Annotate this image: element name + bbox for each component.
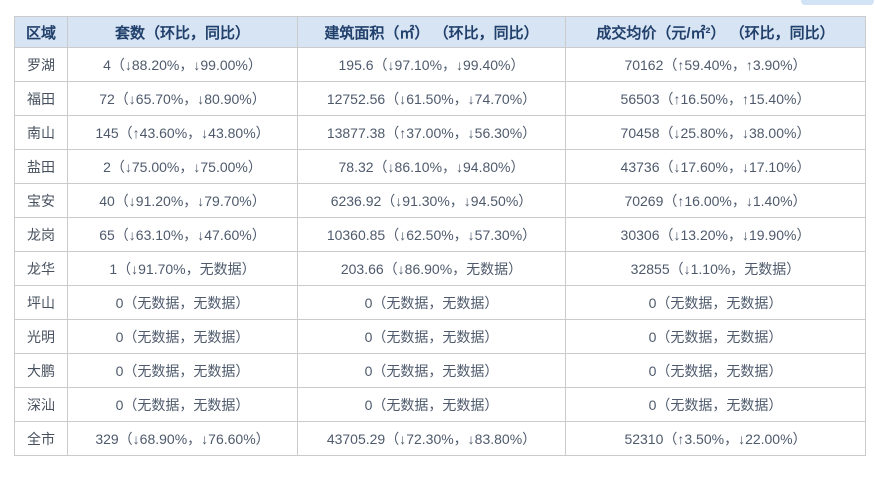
table-row: 盐田 2（↓75.00%，↓75.00%） 78.32（↓86.10%，↓94.80…: [14, 149, 866, 184]
table-row: 坪山 0（无数据，无数据） 0（无数据，无数据） 0（无数据，无数据）: [14, 285, 866, 320]
table-row: 光明 0（无数据，无数据） 0（无数据，无数据） 0（无数据，无数据）: [14, 319, 866, 354]
table-row: 龙岗 65（↓63.10%，↓47.60%） 10360.85（↓62.50%，↓5…: [14, 217, 866, 252]
data-cell: 56503（↑16.50%，↑15.40%）: [565, 81, 866, 116]
table-row: 全市 329（↓68.90%，↓76.60%） 43705.29（↓72.30%，↓…: [14, 421, 866, 456]
table-row: 龙华 1（↓91.70%，无数据） 203.66（↓86.90%，无数据） 32855…: [14, 251, 866, 286]
data-cell: 70162（↑59.40%，↑3.90%）: [565, 47, 866, 82]
data-cell: 30306（↓13.20%，↓19.90%）: [565, 217, 866, 252]
data-cell: 0（无数据，无数据）: [297, 319, 566, 354]
data-cell: 195.6（↓97.10%，↓99.40%）: [297, 47, 566, 82]
table-row: 罗湖 4（↓88.20%，↓99.00%） 195.6（↓97.10%，↓99.40…: [14, 47, 866, 82]
table-row: 大鹏 0（无数据，无数据） 0（无数据，无数据） 0（无数据，无数据）: [14, 353, 866, 388]
column-header: 成交均价（元/㎡²） （环比，同比）: [565, 16, 866, 48]
region-cell: 福田: [14, 81, 68, 116]
column-header: 建筑面积（㎡） （环比，同比）: [297, 16, 566, 48]
region-column-header: 区域: [14, 16, 68, 48]
data-cell: 70458（↓25.80%，↓38.00%）: [565, 115, 866, 150]
region-cell: 光明: [14, 319, 68, 354]
region-cell: 大鹏: [14, 353, 68, 388]
scrollbar-thumb[interactable]: [801, 0, 874, 5]
data-cell: 0（无数据，无数据）: [565, 319, 866, 354]
region-cell: 龙华: [14, 251, 68, 286]
district-stats-table: 区域 套数（环比，同比） 建筑面积（㎡） （环比，同比） 成交均价（元/㎡²） （环比…: [14, 16, 866, 456]
data-cell: 70269（↑16.00%，↓1.40%）: [565, 183, 866, 218]
region-cell: 坪山: [14, 285, 68, 320]
data-cell: 43705.29（↓72.30%，↓83.80%）: [297, 421, 566, 456]
region-cell: 龙岗: [14, 217, 68, 252]
table-row: 南山 145（↑43.60%，↓43.80%） 13877.38（↑37.00%，↓…: [14, 115, 866, 150]
region-cell: 宝安: [14, 183, 68, 218]
data-cell: 32855（↓1.10%，无数据）: [565, 251, 866, 286]
data-cell: 145（↑43.60%，↓43.80%）: [67, 115, 298, 150]
data-cell: 12752.56（↓61.50%，↓74.70%）: [297, 81, 566, 116]
table-row: 宝安 40（↓91.20%，↓79.70%） 6236.92（↓91.30%，↓94…: [14, 183, 866, 218]
data-cell: 203.66（↓86.90%，无数据）: [297, 251, 566, 286]
region-cell: 南山: [14, 115, 68, 150]
region-cell: 全市: [14, 421, 68, 456]
data-cell: 329（↓68.90%，↓76.60%）: [67, 421, 298, 456]
data-cell: 0（无数据，无数据）: [297, 353, 566, 388]
column-header: 套数（环比，同比）: [67, 16, 298, 48]
data-cell: 72（↓65.70%，↓80.90%）: [67, 81, 298, 116]
region-cell: 盐田: [14, 149, 68, 184]
data-cell: 1（↓91.70%，无数据）: [67, 251, 298, 286]
data-cell: 0（无数据，无数据）: [297, 285, 566, 320]
data-cell: 0（无数据，无数据）: [67, 285, 298, 320]
table-row: 深汕 0（无数据，无数据） 0（无数据，无数据） 0（无数据，无数据）: [14, 387, 866, 422]
data-cell: 13877.38（↑37.00%，↓56.30%）: [297, 115, 566, 150]
header-row: 区域 套数（环比，同比） 建筑面积（㎡） （环比，同比） 成交均价（元/㎡²） （环比…: [14, 16, 866, 48]
data-cell: 0（无数据，无数据）: [297, 387, 566, 422]
data-cell: 65（↓63.10%，↓47.60%）: [67, 217, 298, 252]
data-cell: 10360.85（↓62.50%，↓57.30%）: [297, 217, 566, 252]
region-cell: 罗湖: [14, 47, 68, 82]
table-body: 罗湖 4（↓88.20%，↓99.00%） 195.6（↓97.10%，↓99.40…: [14, 47, 866, 456]
region-cell: 深汕: [14, 387, 68, 422]
table-row: 福田 72（↓65.70%，↓80.90%） 12752.56（↓61.50%，↓7…: [14, 81, 866, 116]
data-cell: 0（无数据，无数据）: [565, 387, 866, 422]
data-cell: 52310（↑3.50%，↓22.00%）: [565, 421, 866, 456]
data-cell: 2（↓75.00%，↓75.00%）: [67, 149, 298, 184]
data-cell: 6236.92（↓91.30%，↓94.50%）: [297, 183, 566, 218]
data-cell: 0（无数据，无数据）: [67, 387, 298, 422]
data-cell: 40（↓91.20%，↓79.70%）: [67, 183, 298, 218]
data-cell: 0（无数据，无数据）: [67, 319, 298, 354]
data-cell: 43736（↓17.60%，↓17.10%）: [565, 149, 866, 184]
data-cell: 0（无数据，无数据）: [565, 353, 866, 388]
data-cell: 78.32（↓86.10%，↓94.80%）: [297, 149, 566, 184]
data-cell: 0（无数据，无数据）: [565, 285, 866, 320]
data-cell: 4（↓88.20%，↓99.00%）: [67, 47, 298, 82]
data-cell: 0（无数据，无数据）: [67, 353, 298, 388]
table-header: 区域 套数（环比，同比） 建筑面积（㎡） （环比，同比） 成交均价（元/㎡²） （环比…: [14, 16, 866, 48]
